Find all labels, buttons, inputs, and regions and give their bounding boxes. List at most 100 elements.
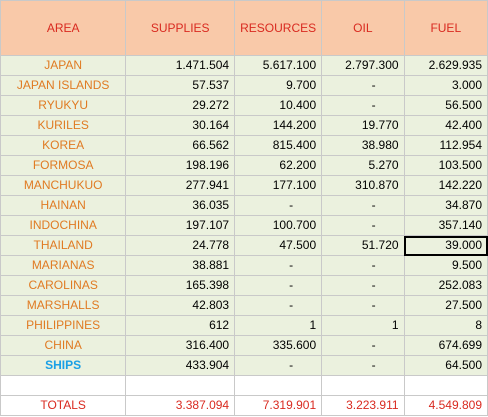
table-row: CAROLINAS 165.398- -252.083 (0, 275, 488, 296)
supplies-cell[interactable]: 42.803 (125, 295, 236, 316)
area-cell[interactable]: FORMOSA (0, 155, 127, 176)
resources-cell[interactable]: - (234, 295, 323, 316)
resources-cell[interactable]: 100.700 (234, 215, 323, 236)
supplies-cell[interactable]: 36.035 (125, 195, 236, 216)
blank-cell[interactable] (125, 375, 236, 396)
oil-cell[interactable]: - (321, 275, 405, 296)
area-cell[interactable]: PHILIPPINES (0, 315, 127, 336)
supplies-cell[interactable]: 1.471.504 (125, 55, 236, 76)
resources-cell[interactable]: 144.200 (234, 115, 323, 136)
supplies-cell[interactable]: 198.196 (125, 155, 236, 176)
fuel-cell[interactable]: 674.699 (403, 335, 488, 356)
supplies-cell[interactable]: 197.107 (125, 215, 236, 236)
oil-cell[interactable]: 38.980 (321, 135, 405, 156)
blank-cell[interactable] (403, 375, 488, 396)
resources-cell[interactable]: - (234, 255, 323, 276)
fuel-cell[interactable]: 34.870 (403, 195, 488, 216)
total-supplies[interactable]: 3.387.094 (125, 395, 236, 416)
totals-label[interactable]: TOTALS (0, 395, 127, 416)
fuel-cell[interactable]: 112.954 (403, 135, 488, 156)
area-cell[interactable]: HAINAN (0, 195, 127, 216)
oil-cell[interactable]: - (321, 215, 405, 236)
table-row: MARIANAS 38.881- -9.500 (0, 255, 488, 276)
fuel-cell[interactable]: 357.140 (403, 215, 488, 236)
header-resources[interactable]: RESOURCES (234, 0, 323, 56)
fuel-cell[interactable]: 8 (403, 315, 488, 336)
supplies-cell[interactable]: 38.881 (125, 255, 236, 276)
supplies-cell[interactable]: 277.941 (125, 175, 236, 196)
header-supplies[interactable]: SUPPLIES (125, 0, 236, 56)
area-cell[interactable]: MARSHALLS (0, 295, 127, 316)
resources-cell[interactable]: 10.400 (234, 95, 323, 116)
fuel-cell[interactable]: 64.500 (403, 355, 488, 376)
supplies-cell[interactable]: 66.562 (125, 135, 236, 156)
supplies-cell[interactable]: 57.537 (125, 75, 236, 96)
oil-cell[interactable]: 5.270 (321, 155, 405, 176)
supplies-cell[interactable]: 30.164 (125, 115, 236, 136)
resources-cell[interactable]: - (234, 195, 323, 216)
area-cell[interactable]: MANCHUKUO (0, 175, 127, 196)
oil-cell[interactable]: - (321, 95, 405, 116)
fuel-cell[interactable]: 27.500 (403, 295, 488, 316)
area-cell[interactable]: KOREA (0, 135, 127, 156)
oil-cell[interactable]: - (321, 335, 405, 356)
area-cell[interactable]: MARIANAS (0, 255, 127, 276)
fuel-cell[interactable]: 142.220 (403, 175, 488, 196)
selected-cell[interactable]: 39.000 (403, 235, 488, 256)
area-cell[interactable]: THAILAND (0, 235, 127, 256)
table-row: RYUKYU 29.272 10.400-56.500 (0, 95, 488, 116)
oil-cell[interactable]: - (321, 255, 405, 276)
oil-cell[interactable]: - (321, 355, 405, 376)
resources-cell[interactable]: 335.600 (234, 335, 323, 356)
resources-cell[interactable]: 47.500 (234, 235, 323, 256)
header-oil[interactable]: OIL (321, 0, 405, 56)
area-cell[interactable]: CAROLINAS (0, 275, 127, 296)
oil-cell[interactable]: - (321, 75, 405, 96)
area-cell[interactable]: CHINA (0, 335, 127, 356)
oil-cell[interactable]: 310.870 (321, 175, 405, 196)
area-cell[interactable]: SHIPS (0, 355, 127, 376)
header-fuel[interactable]: FUEL (403, 0, 488, 56)
oil-cell[interactable]: 1 (321, 315, 405, 336)
area-cell[interactable]: KURILES (0, 115, 127, 136)
fuel-cell[interactable]: 56.500 (403, 95, 488, 116)
oil-cell[interactable]: 51.720 (321, 235, 405, 256)
resources-cell[interactable]: - (234, 275, 323, 296)
resources-cell[interactable]: 1 (234, 315, 323, 336)
resources-cell[interactable]: 5.617.100 (234, 55, 323, 76)
total-resources[interactable]: 7.319.901 (234, 395, 323, 416)
total-fuel[interactable]: 4.549.809 (403, 395, 488, 416)
supplies-cell[interactable]: 316.400 (125, 335, 236, 356)
supplies-cell[interactable]: 24.778 (125, 235, 236, 256)
fuel-cell[interactable]: 252.083 (403, 275, 488, 296)
resources-cell[interactable]: 177.100 (234, 175, 323, 196)
header-area[interactable]: AREA (0, 0, 127, 56)
area-cell[interactable]: JAPAN ISLANDS (0, 75, 127, 96)
resources-cell[interactable]: 9.700 (234, 75, 323, 96)
fuel-cell[interactable]: 9.500 (403, 255, 488, 276)
area-cell[interactable]: RYUKYU (0, 95, 127, 116)
total-oil[interactable]: 3.223.911 (321, 395, 405, 416)
blank-cell[interactable] (0, 375, 127, 396)
oil-cell[interactable]: - (321, 195, 405, 216)
fuel-cell[interactable]: 3.000 (403, 75, 488, 96)
supplies-cell[interactable]: 433.904 (125, 355, 236, 376)
table-row: SHIPS 433.904- -64.500 (0, 355, 488, 376)
blank-cell[interactable] (234, 375, 323, 396)
oil-cell[interactable]: - (321, 295, 405, 316)
oil-cell[interactable]: 2.797.300 (321, 55, 405, 76)
table-row: FORMOSA 198.196 62.200 5.270 103.500 (0, 155, 488, 176)
resources-cell[interactable]: - (234, 355, 323, 376)
supplies-cell[interactable]: 612 (125, 315, 236, 336)
fuel-cell[interactable]: 103.500 (403, 155, 488, 176)
area-cell[interactable]: INDOCHINA (0, 215, 127, 236)
resources-cell[interactable]: 62.200 (234, 155, 323, 176)
oil-cell[interactable]: 19.770 (321, 115, 405, 136)
supplies-cell[interactable]: 165.398 (125, 275, 236, 296)
area-cell[interactable]: JAPAN (0, 55, 127, 76)
fuel-cell[interactable]: 2.629.935 (403, 55, 488, 76)
supplies-cell[interactable]: 29.272 (125, 95, 236, 116)
resources-cell[interactable]: 815.400 (234, 135, 323, 156)
fuel-cell[interactable]: 42.400 (403, 115, 488, 136)
blank-cell[interactable] (321, 375, 405, 396)
